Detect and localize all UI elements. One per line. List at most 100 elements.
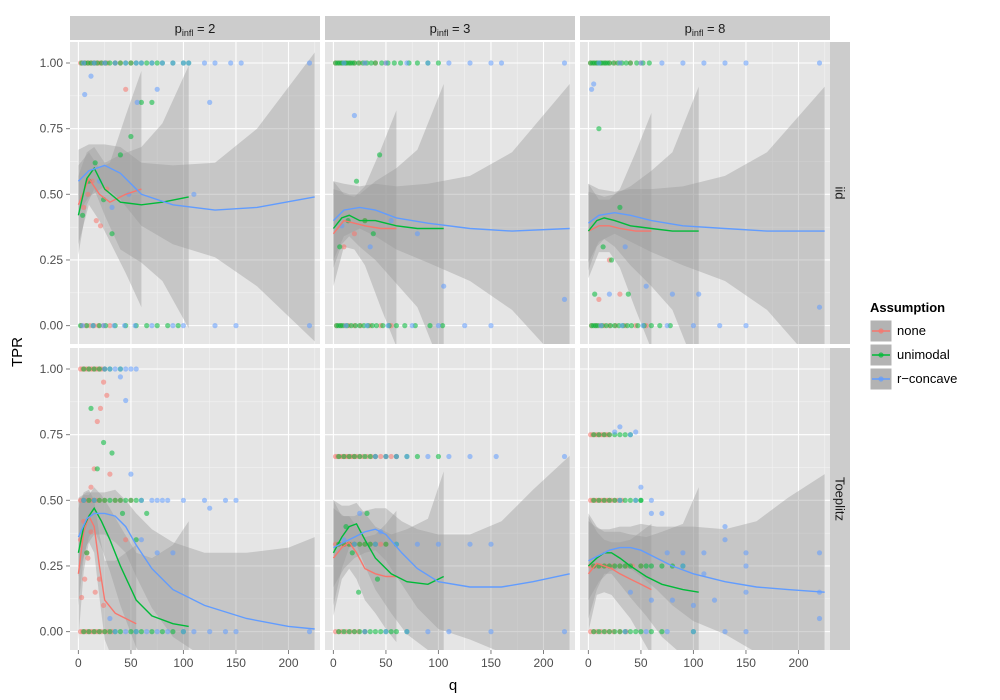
point-unimodal bbox=[373, 323, 380, 329]
point-unimodal bbox=[159, 629, 165, 635]
point-r-concave bbox=[222, 497, 229, 503]
point-r-concave bbox=[165, 629, 171, 635]
point-none bbox=[388, 453, 394, 460]
panel-content bbox=[77, 52, 315, 342]
point-r-concave bbox=[80, 323, 86, 329]
point-r-concave bbox=[393, 453, 399, 460]
point-unimodal bbox=[372, 60, 378, 66]
point-r-concave bbox=[414, 541, 420, 547]
point-unimodal bbox=[349, 550, 355, 556]
point-r-concave bbox=[117, 366, 123, 372]
column-strip-1: pinfl = 2 bbox=[70, 16, 320, 40]
point-r-concave bbox=[717, 323, 723, 329]
x-tick-label: 100 bbox=[683, 656, 703, 670]
point-unimodal bbox=[348, 323, 354, 329]
point-unimodal bbox=[81, 366, 87, 372]
y-tick-label: 0.00 bbox=[40, 625, 64, 639]
point-unimodal bbox=[133, 497, 139, 503]
column-strip-label: pinfl = 2 bbox=[175, 21, 216, 38]
point-unimodal bbox=[427, 323, 433, 329]
point-unimodal bbox=[606, 432, 613, 438]
point-unimodal bbox=[591, 629, 597, 635]
point-r-concave bbox=[388, 218, 394, 224]
point-r-concave bbox=[128, 366, 134, 372]
point-r-concave bbox=[306, 60, 313, 66]
point-unimodal bbox=[96, 323, 102, 329]
point-r-concave bbox=[561, 60, 568, 66]
panel-content bbox=[587, 60, 825, 344]
point-r-concave bbox=[435, 323, 441, 329]
point-r-concave bbox=[111, 323, 117, 329]
point-unimodal bbox=[388, 629, 394, 635]
point-r-concave bbox=[81, 60, 87, 66]
point-none bbox=[97, 223, 104, 229]
point-r-concave bbox=[154, 497, 160, 503]
point-unimodal bbox=[612, 629, 618, 635]
point-r-concave bbox=[606, 291, 613, 297]
point-none bbox=[97, 405, 104, 411]
point-r-concave bbox=[743, 563, 749, 569]
point-unimodal bbox=[617, 432, 623, 438]
point-r-concave bbox=[680, 563, 686, 569]
point-r-concave bbox=[669, 597, 676, 603]
point-r-concave bbox=[493, 453, 499, 460]
point-unimodal bbox=[128, 497, 134, 503]
point-r-concave bbox=[622, 629, 628, 635]
point-unimodal bbox=[440, 323, 446, 329]
point-unimodal bbox=[154, 323, 160, 329]
x-tick-label: 0 bbox=[585, 656, 592, 670]
legend-entry-r-concave: r−concave bbox=[869, 367, 957, 391]
point-none bbox=[85, 191, 91, 197]
confidence-band-unimodal bbox=[78, 65, 189, 329]
point-unimodal bbox=[659, 563, 665, 569]
point-unimodal bbox=[377, 152, 383, 158]
facet-panels bbox=[70, 42, 830, 650]
point-unimodal bbox=[346, 453, 352, 460]
point-unimodal bbox=[414, 453, 420, 460]
point-unimodal bbox=[648, 629, 655, 635]
point-r-concave bbox=[207, 505, 213, 511]
point-r-concave bbox=[648, 497, 655, 503]
point-unimodal bbox=[601, 432, 607, 438]
point-unimodal bbox=[383, 541, 389, 547]
point-r-concave bbox=[144, 629, 150, 635]
point-unimodal bbox=[86, 497, 92, 503]
point-unimodal bbox=[648, 323, 655, 329]
x-tick-label: 50 bbox=[124, 656, 138, 670]
point-r-concave bbox=[170, 550, 176, 556]
point-unimodal bbox=[606, 629, 613, 635]
point-unimodal bbox=[435, 60, 441, 66]
legend-label: none bbox=[897, 323, 926, 338]
point-r-concave bbox=[467, 60, 473, 66]
panel-content bbox=[332, 453, 570, 650]
point-none bbox=[107, 471, 113, 477]
point-none bbox=[94, 418, 100, 425]
point-r-concave bbox=[643, 283, 649, 289]
point-r-concave bbox=[701, 550, 707, 556]
point-r-concave bbox=[627, 432, 634, 438]
point-r-concave bbox=[101, 323, 107, 329]
point-r-concave bbox=[722, 629, 728, 635]
point-r-concave bbox=[664, 323, 670, 329]
point-unimodal bbox=[627, 60, 634, 66]
smooth-line-none bbox=[77, 514, 137, 625]
point-unimodal bbox=[379, 60, 385, 66]
point-unimodal bbox=[591, 432, 597, 438]
point-unimodal bbox=[596, 432, 602, 438]
confidence-band-r-concave bbox=[333, 84, 570, 344]
point-unimodal bbox=[378, 629, 384, 635]
point-unimodal bbox=[165, 323, 171, 329]
point-unimodal bbox=[144, 510, 150, 516]
smooth-line-r-concave bbox=[588, 546, 825, 593]
point-unimodal bbox=[617, 629, 623, 635]
point-r-concave bbox=[128, 471, 134, 477]
point-unimodal bbox=[638, 629, 644, 635]
point-r-concave bbox=[589, 86, 595, 92]
point-r-concave bbox=[638, 60, 644, 66]
legend-entry-none: none bbox=[869, 319, 926, 343]
point-unimodal bbox=[622, 563, 628, 569]
facet-strips: pinfl = 2 pinfl = 3 pinfl = 8 iid Toeplitz bbox=[70, 16, 850, 650]
point-unimodal bbox=[107, 497, 113, 503]
point-r-concave bbox=[383, 60, 389, 66]
point-r-concave bbox=[123, 629, 129, 635]
